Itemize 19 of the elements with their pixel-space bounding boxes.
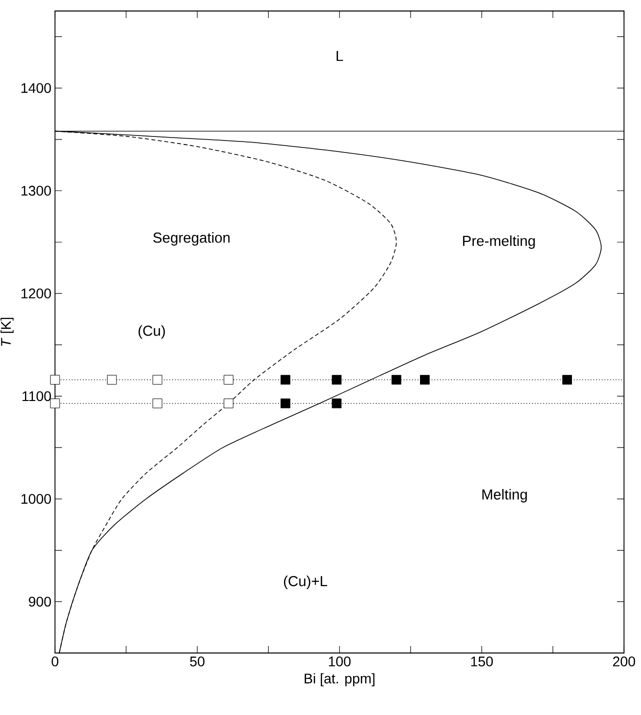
annotation: L	[336, 50, 344, 61]
annotation: Pre-melting	[463, 235, 535, 249]
y-tick-label: 1200	[22, 288, 51, 298]
x-tick-label: 50	[190, 656, 204, 666]
annotation: Segregation	[153, 232, 230, 246]
y-axis-title: T [K]	[0, 318, 14, 346]
annotation: (Cu)+L	[284, 576, 328, 590]
x-tick-label: 100	[328, 656, 351, 666]
y-tick-label: 1400	[22, 83, 51, 93]
x-tick-label: 150	[471, 656, 493, 666]
x-axis-title: Bi [at. ppm]	[304, 673, 374, 686]
y-tick-label: 900	[28, 596, 51, 607]
y-tick-label: 1300	[22, 186, 51, 196]
y-tick-label: 1000	[22, 494, 51, 504]
annotation: (Cu)	[138, 325, 165, 339]
x-tick-label: 200	[613, 656, 636, 666]
y-tick-label: 1100	[22, 391, 51, 402]
x-tick-label: 0	[52, 656, 58, 666]
annotation: Melting	[482, 488, 527, 502]
